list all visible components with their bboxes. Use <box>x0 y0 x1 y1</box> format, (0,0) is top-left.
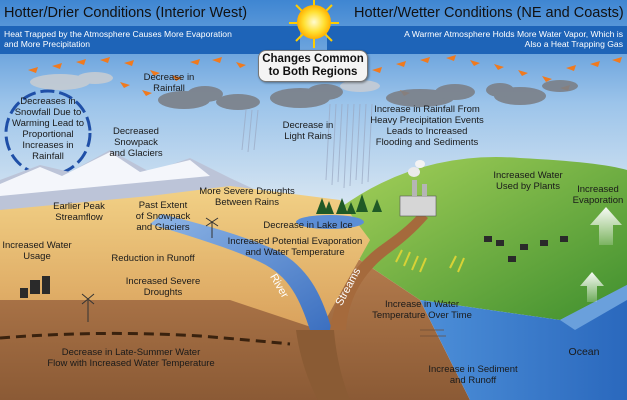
right-banner <box>327 26 627 54</box>
label-earlier-peak: Earlier Peak Streamflow <box>53 201 105 223</box>
river <box>150 214 332 330</box>
label-evaporation: Increased Evaporation <box>572 184 624 206</box>
left-title: Hotter/Drier Conditions (Interior West) <box>4 5 248 21</box>
label-reduction-runoff: Reduction in Runoff <box>111 253 195 264</box>
sun-icon <box>289 0 339 48</box>
label-late-summer: Decrease in Late-Summer Water Flow with … <box>47 347 215 369</box>
label-water-temp: Increase in Water Temperature Over Time <box>372 299 472 321</box>
label-decreased-snowpack: Decreased Snowpack and Glaciers <box>109 126 163 159</box>
desert-land <box>0 186 370 330</box>
factory-icon <box>399 160 437 217</box>
label-light-rains: Decrease in Light Rains <box>282 120 334 142</box>
heat-arrow-icon <box>28 55 622 96</box>
windmill-icon <box>81 217 219 322</box>
label-water-usage: Increased Water Usage <box>2 240 72 262</box>
label-increased-droughts: Increased Severe Droughts <box>125 276 201 298</box>
upward-arrow-icon <box>580 207 622 302</box>
label-sediment-runoff: Increase in Sediment and Runoff <box>428 364 518 386</box>
tree-icon <box>316 194 382 214</box>
label-decrease-rainfall: Decrease in Rainfall <box>143 72 195 94</box>
label-severe-droughts-rains: More Severe Droughts Between Rains <box>199 186 295 208</box>
label-heavy-precip: Increase in Rainfall From Heavy Precipit… <box>370 104 484 148</box>
streams <box>330 212 428 330</box>
label-potential-evap: Increased Potential Evaporation and Wate… <box>227 236 363 258</box>
left-subtitle: Heat Trapped by the Atmosphere Causes Mo… <box>4 29 232 49</box>
label-ocean: Ocean <box>568 346 600 358</box>
label-snowfall-cycle: Decreases in Snowfall Due to Warming Lea… <box>12 96 84 162</box>
label-water-plants: Increased Water Used by Plants <box>493 170 563 192</box>
right-title: Hotter/Wetter Conditions (NE and Coasts) <box>354 5 624 21</box>
lake <box>296 215 364 229</box>
label-past-extent: Past Extent of Snowpack and Glaciers <box>135 200 191 233</box>
house-icon <box>20 236 568 298</box>
center-box: Changes Common to Both Regions <box>258 50 368 82</box>
right-subtitle: A Warmer Atmosphere Holds More Water Vap… <box>404 29 623 49</box>
cloud-icon <box>158 80 578 110</box>
label-lake-ice: Decrease in Lake Ice <box>263 220 353 231</box>
left-banner <box>0 26 300 54</box>
